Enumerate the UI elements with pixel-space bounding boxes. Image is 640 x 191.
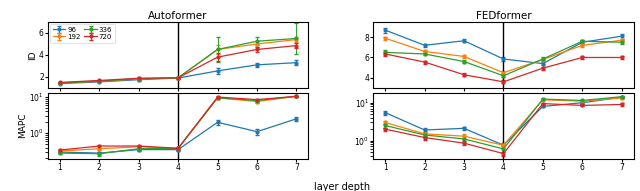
Title: Autoformer: Autoformer — [148, 11, 208, 21]
Y-axis label: ID: ID — [29, 50, 38, 60]
Y-axis label: MAPC: MAPC — [19, 113, 28, 138]
Title: FEDformer: FEDformer — [476, 11, 531, 21]
Text: layer depth: layer depth — [314, 182, 371, 191]
Legend: 96, 192, 336, 720: 96, 192, 336, 720 — [50, 24, 115, 43]
